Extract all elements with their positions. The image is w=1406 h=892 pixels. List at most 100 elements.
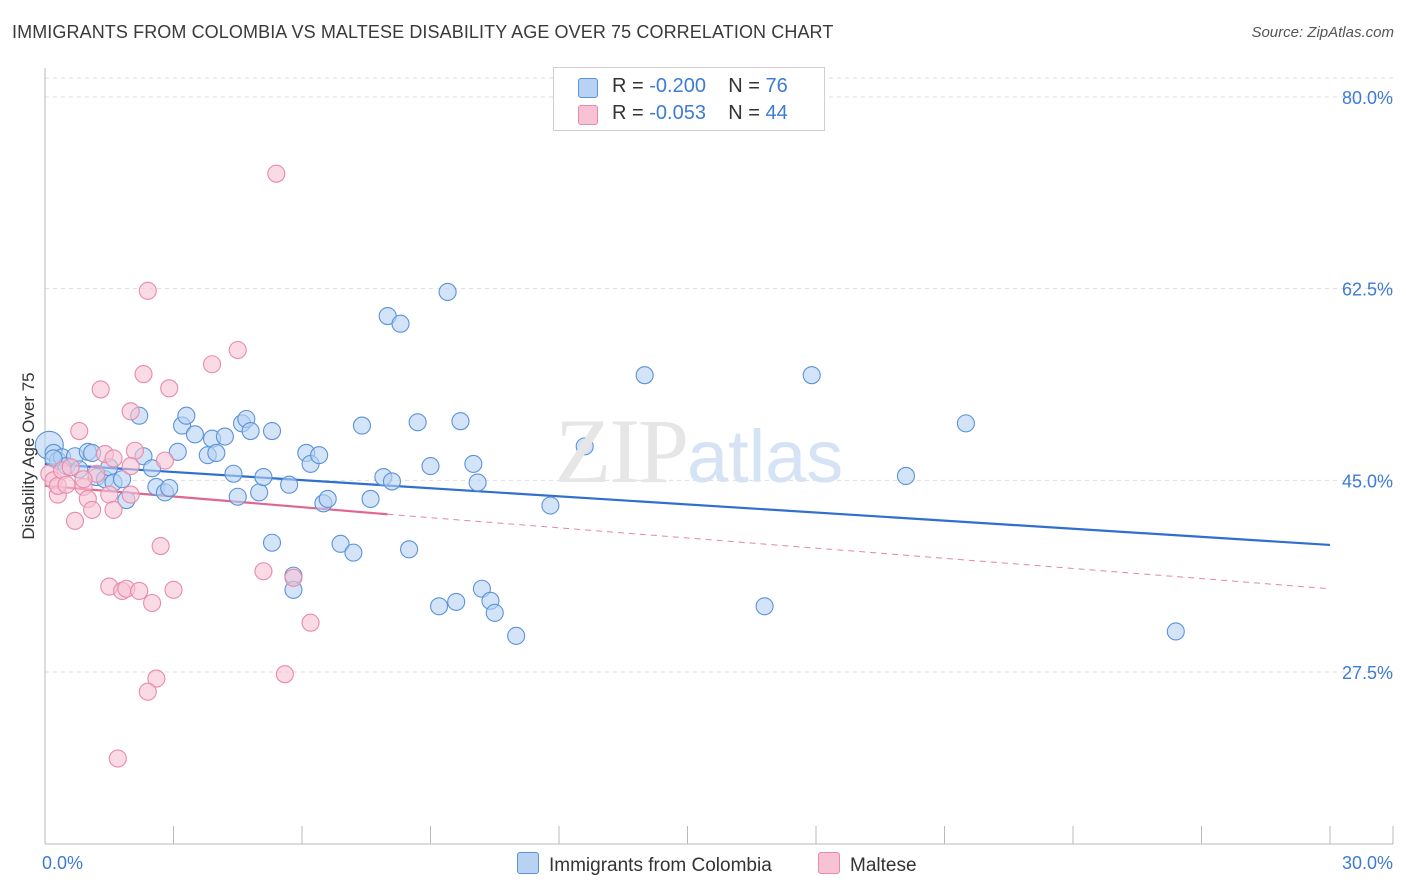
- grid-lines: [45, 77, 1393, 673]
- chart-title: IMMIGRANTS FROM COLOMBIA VS MALTESE DISA…: [12, 22, 834, 42]
- point-colombia: [541, 496, 560, 515]
- legend-n-value: 44: [765, 102, 788, 124]
- point-maltese: [134, 365, 153, 384]
- point-colombia: [391, 314, 410, 333]
- point-maltese: [130, 581, 149, 601]
- legend-r-value: -0.053: [649, 102, 706, 124]
- point-colombia: [408, 413, 427, 432]
- point-colombia: [755, 597, 774, 616]
- point-colombia: [464, 454, 483, 473]
- point-maltese: [301, 613, 320, 632]
- x-tick-label: 30.0%: [1342, 853, 1393, 873]
- point-maltese: [203, 355, 222, 374]
- point-colombia: [447, 592, 466, 611]
- point-colombia: [254, 467, 273, 487]
- point-colombia: [250, 483, 269, 502]
- point-colombia: [485, 603, 504, 622]
- point-colombia: [241, 421, 260, 441]
- point-maltese: [267, 164, 286, 183]
- legend-r-label: R =: [612, 102, 650, 124]
- point-maltese: [284, 568, 303, 587]
- point-maltese: [100, 485, 119, 504]
- point-colombia: [310, 446, 329, 465]
- legend-swatch-blue: [578, 78, 598, 98]
- point-maltese: [65, 511, 85, 530]
- point-maltese: [104, 500, 123, 519]
- axes: [44, 68, 1394, 845]
- point-maltese: [121, 485, 140, 504]
- y-axis-label: Disability Age Over 75: [19, 372, 38, 539]
- point-maltese: [160, 379, 179, 398]
- y-tick-label: 62.5%: [1342, 280, 1393, 300]
- point-colombia: [113, 470, 132, 489]
- point-maltese: [125, 441, 144, 460]
- legend-box: R = -0.200 N = 76 R = -0.053 N = 44: [553, 67, 825, 131]
- y-tick-label: 80.0%: [1342, 88, 1393, 108]
- point-colombia: [438, 282, 457, 302]
- point-colombia: [185, 425, 204, 444]
- y-tick-label: 45.0%: [1342, 471, 1393, 491]
- point-maltese: [121, 402, 140, 421]
- legend-r-label: R =: [612, 75, 650, 97]
- point-colombia: [344, 543, 363, 562]
- bottom-legend-swatch-pink: [818, 852, 840, 874]
- point-maltese: [74, 470, 93, 489]
- point-colombia: [168, 442, 187, 461]
- point-colombia: [262, 533, 282, 552]
- legend-swatch-pink: [578, 105, 598, 125]
- point-maltese: [104, 449, 123, 468]
- point-colombia: [262, 421, 282, 441]
- y-tick-label: 27.5%: [1342, 663, 1393, 683]
- point-colombia: [400, 540, 419, 559]
- point-colombia: [382, 472, 402, 491]
- point-colombia: [361, 489, 380, 509]
- point-colombia: [451, 412, 470, 431]
- point-maltese: [108, 749, 127, 768]
- tick-labels: 27.5% 45.0% 62.5% 80.0% 0.0% 30.0%: [42, 88, 1393, 873]
- bottom-legend-label: Maltese: [850, 855, 917, 876]
- point-maltese: [164, 580, 183, 599]
- point-colombia: [160, 478, 179, 498]
- data-points: [34, 164, 1185, 768]
- legend-n-value: 76: [765, 75, 788, 97]
- point-colombia: [956, 414, 975, 433]
- point-colombia: [635, 366, 654, 385]
- point-colombia: [207, 443, 226, 463]
- source-label: Source: ZipAtlas.com: [1251, 24, 1394, 41]
- point-maltese: [228, 340, 247, 360]
- point-colombia: [575, 437, 594, 456]
- point-maltese: [155, 451, 174, 470]
- point-maltese: [138, 281, 157, 300]
- point-maltese: [70, 421, 89, 441]
- legend-n-label: N =: [728, 75, 766, 97]
- x-tick-label: 0.0%: [42, 853, 83, 873]
- bottom-legend-maltese: Maltese: [818, 852, 917, 877]
- point-maltese: [91, 380, 110, 399]
- bottom-legend-label: Immigrants from Colombia: [549, 855, 772, 876]
- point-maltese: [138, 682, 157, 701]
- point-maltese: [147, 669, 166, 688]
- point-maltese: [151, 536, 170, 556]
- trend-line-maltese-extension: [387, 513, 1331, 590]
- legend-r-value: -0.200: [649, 75, 706, 97]
- point-colombia: [224, 464, 243, 483]
- point-colombia: [280, 475, 299, 494]
- bottom-legend-swatch-blue: [517, 852, 539, 874]
- point-colombia: [318, 489, 337, 509]
- point-colombia: [468, 473, 487, 492]
- point-maltese: [83, 500, 102, 519]
- bottom-legend-colombia: Immigrants from Colombia: [517, 852, 772, 877]
- point-colombia: [331, 534, 350, 553]
- point-colombia: [352, 416, 372, 435]
- point-colombia: [802, 366, 821, 385]
- point-colombia: [177, 406, 196, 425]
- point-colombia: [430, 597, 449, 616]
- point-maltese: [61, 458, 80, 477]
- point-maltese: [57, 475, 76, 494]
- point-maltese: [275, 665, 294, 684]
- legend-n-label: N =: [728, 102, 766, 124]
- point-colombia: [421, 457, 440, 476]
- point-colombia: [507, 626, 526, 645]
- point-colombia: [215, 427, 234, 446]
